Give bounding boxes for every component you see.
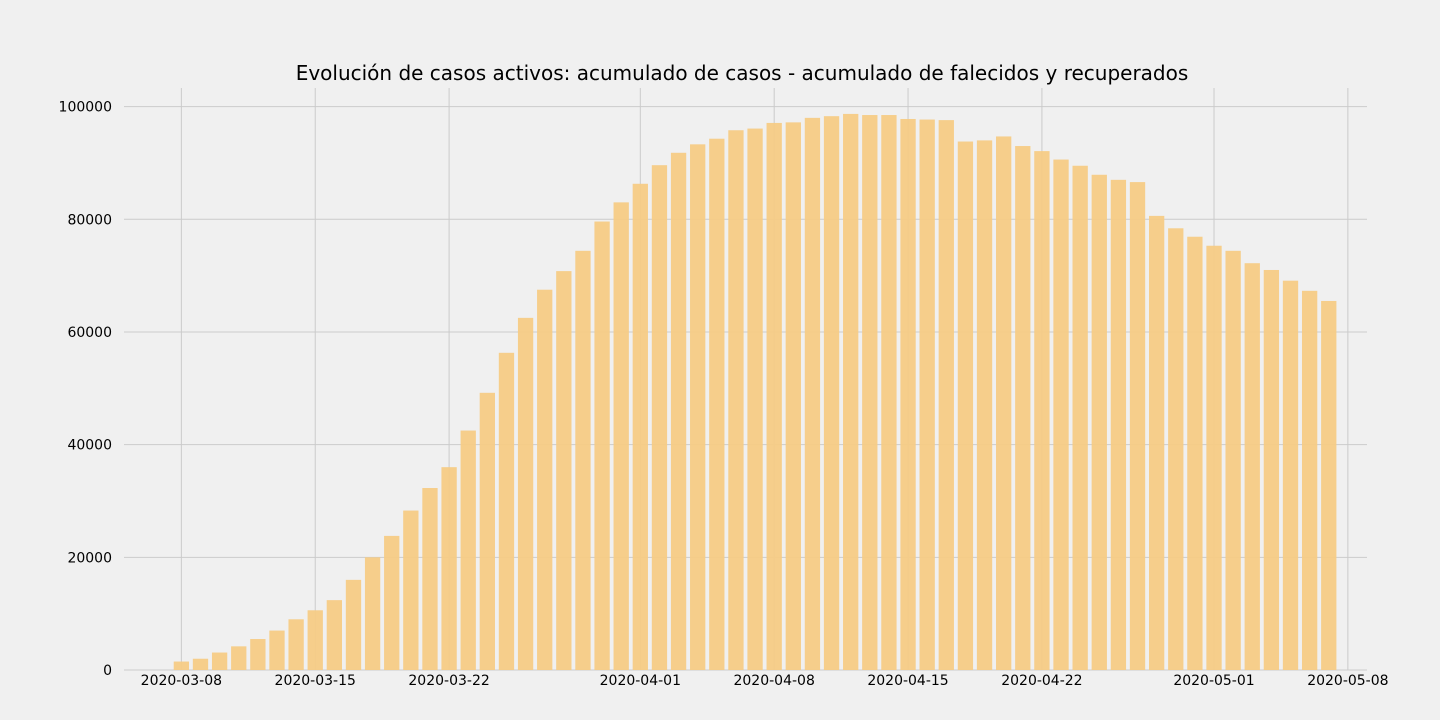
y-tick-label: 20000 [67, 550, 112, 566]
bar [1034, 151, 1050, 671]
bar [441, 467, 457, 670]
bar [364, 557, 381, 670]
bar [613, 202, 629, 670]
bar [384, 535, 400, 670]
bar [804, 117, 821, 671]
y-tick-label: 60000 [67, 325, 112, 341]
bar [460, 430, 476, 670]
bar [670, 152, 687, 670]
bar [1244, 263, 1260, 670]
bar [517, 317, 534, 670]
bar [938, 120, 954, 670]
bar [269, 630, 285, 670]
bar [843, 113, 859, 670]
bar [594, 221, 610, 670]
x-tick-label: 2020-05-01 [1173, 673, 1254, 689]
bar [556, 271, 572, 670]
bar [537, 289, 553, 670]
bar [307, 610, 323, 670]
bar [1053, 159, 1069, 670]
bar [1110, 179, 1127, 670]
bar [211, 652, 228, 670]
x-tick-label: 2020-04-08 [733, 673, 814, 689]
bar [1072, 165, 1088, 670]
bar [1168, 228, 1184, 670]
bar [250, 639, 266, 670]
bar [288, 619, 304, 670]
bar [326, 600, 343, 670]
y-tick-label: 0 [103, 663, 112, 679]
bar [1282, 280, 1299, 670]
x-tick-label: 2020-03-22 [408, 673, 489, 689]
bar [651, 165, 668, 670]
y-tick-label: 40000 [67, 438, 112, 454]
bar [231, 646, 247, 670]
bar [422, 488, 438, 670]
bar [1263, 269, 1280, 670]
bar [957, 141, 974, 671]
bar [900, 118, 916, 670]
x-axis-ticks: 2020-03-08 2020-03-15 2020-03-22 2020-04-01… [141, 673, 1389, 689]
x-tick-label: 2020-04-22 [1001, 673, 1082, 689]
bar [498, 352, 515, 670]
x-tick-label: 2020-03-08 [141, 673, 222, 689]
y-tick-label: 80000 [67, 212, 112, 228]
bar [1129, 182, 1146, 671]
x-tick-label: 2020-05-08 [1307, 673, 1388, 689]
bar [823, 116, 840, 670]
bar [192, 658, 209, 670]
bar [403, 510, 419, 670]
bar [1091, 174, 1107, 670]
y-axis-ticks: 0 20000 40000 60000 80000 100000 [59, 100, 112, 679]
bar [1187, 236, 1203, 670]
bar [345, 579, 362, 670]
bar [881, 115, 897, 670]
bar [479, 392, 495, 670]
x-tick-label: 2020-03-15 [275, 673, 356, 689]
bar [1225, 250, 1241, 671]
bar [747, 128, 763, 671]
bars [173, 113, 1337, 671]
bar [862, 115, 878, 670]
bar [766, 122, 782, 670]
bar [728, 130, 744, 671]
bar [1148, 215, 1165, 671]
bar [690, 144, 706, 670]
bar [1321, 300, 1337, 670]
bar [632, 183, 648, 670]
bar [996, 136, 1012, 670]
x-tick-label: 2020-04-15 [867, 673, 948, 689]
bar [976, 140, 993, 670]
chart-title: Evolución de casos activos: acumulado de… [296, 61, 1189, 85]
bar [919, 119, 935, 670]
x-tick-label: 2020-04-01 [600, 673, 681, 689]
bar [173, 661, 190, 670]
bar [575, 250, 591, 671]
bar [785, 122, 801, 670]
bar [1206, 245, 1222, 670]
y-tick-label: 100000 [59, 100, 112, 116]
bar [709, 138, 725, 671]
bar [1301, 290, 1318, 670]
bar [1015, 146, 1031, 670]
